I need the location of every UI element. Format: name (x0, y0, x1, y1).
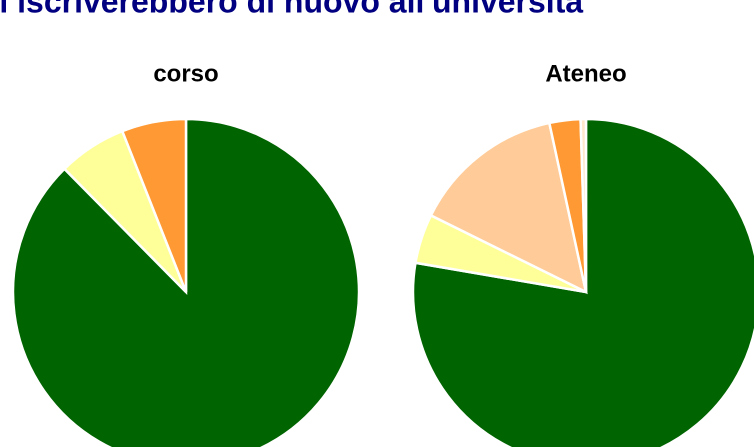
pie-slice (579, 117, 588, 293)
pie-title: Ateneo (545, 60, 626, 87)
page-title: Si iscriverebbero di nuovo all'universit… (0, 0, 583, 19)
pie-slice (120, 117, 188, 293)
pie-slice (411, 117, 754, 447)
pie-slice (429, 121, 588, 295)
pie-title: corso (153, 60, 218, 87)
